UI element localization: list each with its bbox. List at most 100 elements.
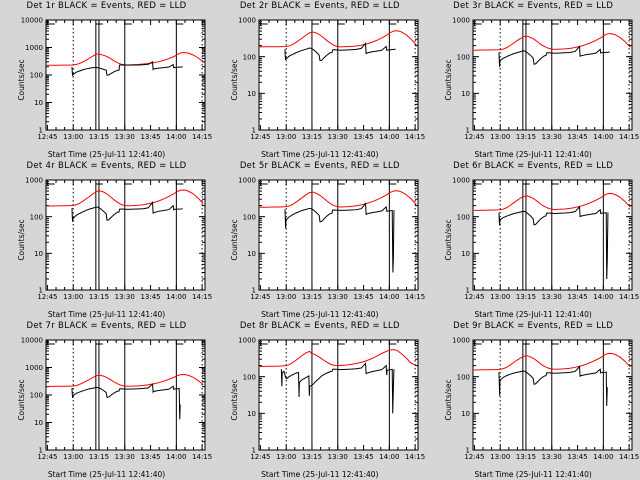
x-tick-label: 13:30 (328, 293, 348, 301)
plot-area: 1 10 100 1000 12:45 13:00 13:15 13:30 13:45 14:00… (452, 177, 639, 301)
y-tick-label: 1 (252, 447, 256, 455)
x-tick-label: 13:30 (115, 293, 135, 301)
series-line (71, 61, 183, 77)
x-tick-label: 13:45 (354, 453, 374, 461)
y-tick-label: 1 (465, 447, 469, 455)
x-tick-label: 13:30 (541, 133, 561, 141)
y-tick-label: 100 (243, 213, 256, 221)
x-tick-label: 13:00 (276, 133, 296, 141)
plot-area: 1 10 100 1000 12:45 13:00 13:15 13:30 13:45 14:00… (25, 177, 212, 301)
series-line (473, 192, 631, 211)
y-tick-label: 100 (30, 213, 43, 221)
y-tick-label: 10 (247, 90, 256, 98)
y-tick-label: 1000 (452, 177, 470, 185)
x-tick-label: 13:45 (567, 293, 587, 301)
x-tick-label: 14:00 (166, 133, 186, 141)
x-axis-label: Start Time (25-Jul-11 12:41:40) (261, 310, 379, 319)
y-tick-label: 1 (39, 447, 43, 455)
panel-title: Det 5r BLACK = Events, RED = LLD (239, 161, 400, 171)
x-tick-label: 14:00 (593, 453, 613, 461)
x-tick-label: 14:00 (380, 293, 400, 301)
x-tick-label: 13:45 (140, 293, 160, 301)
y-tick-label: 100 (456, 213, 469, 221)
x-axis-label: Start Time (25-Jul-11 12:41:40) (474, 470, 592, 479)
series-line (473, 352, 631, 371)
x-tick-label: 12:45 (464, 293, 484, 301)
chart-panel: Det 8r BLACK = Events, RED = LLD Counts/s… (213, 320, 426, 480)
x-axis-label: Start Time (25-Jul-11 12:41:40) (47, 470, 166, 479)
panel-title: Det 3r BLACK = Events, RED = LLD (453, 1, 614, 11)
y-tick-label: 10 (247, 410, 256, 418)
y-tick-label: 10000 (21, 17, 43, 25)
panel-title: Det 7r BLACK = Events, RED = LLD (26, 321, 187, 331)
x-tick-label: 13:00 (63, 293, 83, 301)
y-tick-label: 100 (30, 392, 43, 400)
x-tick-label: 12:45 (251, 133, 271, 141)
chart-panel: Det 9r BLACK = Events, RED = LLD Counts/s… (427, 320, 640, 480)
y-tick-label: 100 (30, 72, 43, 80)
y-tick-label: 10 (461, 410, 470, 418)
x-tick-label: 14:15 (192, 453, 212, 461)
y-tick-label: 10 (34, 99, 43, 107)
x-tick-label: 13:45 (354, 133, 374, 141)
x-tick-label: 13:45 (140, 453, 160, 461)
y-tick-label: 1 (465, 287, 469, 295)
y-tick-label: 100 (456, 53, 469, 61)
x-tick-label: 14:15 (405, 293, 425, 301)
series-line (498, 45, 610, 68)
series-line (281, 362, 395, 414)
series-line (473, 33, 631, 51)
y-tick-label: 1000 (25, 364, 43, 372)
series-line (260, 190, 417, 208)
x-tick-label: 14:15 (619, 293, 639, 301)
series-line (71, 383, 181, 420)
y-tick-label: 10 (461, 90, 470, 98)
series-line (498, 365, 608, 406)
y-tick-label: 10 (461, 250, 470, 258)
x-tick-label: 13:15 (302, 133, 322, 141)
x-tick-label: 14:15 (619, 133, 639, 141)
x-tick-label: 14:00 (166, 453, 186, 461)
x-tick-label: 14:15 (405, 453, 425, 461)
x-tick-label: 14:15 (619, 453, 639, 461)
panel-title: Det 4r BLACK = Events, RED = LLD (26, 161, 187, 171)
x-tick-label: 12:45 (37, 453, 57, 461)
y-tick-label: 100 (243, 373, 256, 381)
chart-panel: Det 2r BLACK = Events, RED = LLD Counts/s… (213, 0, 426, 160)
x-tick-label: 13:00 (490, 133, 510, 141)
x-tick-label: 13:45 (567, 453, 587, 461)
chart-panel: Det 7r BLACK = Events, RED = LLD Counts/s… (0, 320, 213, 480)
series-line (284, 42, 397, 62)
x-tick-label: 13:30 (328, 133, 348, 141)
series-line (46, 189, 204, 207)
x-axis-label: Start Time (25-Jul-11 12:41:40) (474, 310, 592, 319)
panel-title: Det 6r BLACK = Events, RED = LLD (453, 161, 614, 171)
chart-panel: Det 5r BLACK = Events, RED = LLD Counts/s… (213, 160, 426, 320)
x-axis-label: Start Time (25-Jul-11 12:41:40) (261, 150, 379, 159)
x-tick-label: 14:00 (380, 133, 400, 141)
series-line (260, 349, 417, 367)
x-tick-label: 13:15 (89, 293, 109, 301)
x-tick-label: 13:30 (541, 453, 561, 461)
panel-title: Det 9r BLACK = Events, RED = LLD (453, 321, 614, 331)
x-tick-label: 13:00 (276, 293, 296, 301)
x-tick-label: 13:15 (89, 453, 109, 461)
plot-area: 1 10 100 1000 10000 12:45 13:00 13:15 13:30 13:45… (21, 17, 213, 141)
chart-panel: Det 6r BLACK = Events, RED = LLD Counts/s… (427, 160, 640, 320)
y-tick-label: 100 (243, 53, 256, 61)
y-tick-label: 1 (465, 127, 469, 135)
y-tick-label: 10 (247, 250, 256, 258)
x-tick-label: 13:00 (63, 453, 83, 461)
series-line (260, 30, 417, 48)
x-tick-label: 14:00 (380, 453, 400, 461)
plot-area: 1 10 100 1000 12:45 13:00 13:15 13:30 13:45 14:00… (239, 17, 426, 141)
chart-panel: Det 3r BLACK = Events, RED = LLD Counts/s… (427, 0, 640, 160)
x-tick-label: 13:00 (276, 453, 296, 461)
series-line (498, 205, 609, 279)
chart-panel: Det 1r BLACK = Events, RED = LLD Counts/s… (0, 0, 213, 160)
x-tick-label: 13:15 (302, 293, 322, 301)
y-tick-label: 10000 (21, 337, 43, 345)
x-tick-label: 14:00 (593, 293, 613, 301)
plot-area: 1 10 100 1000 12:45 13:00 13:15 13:30 13:45 14:00… (239, 337, 426, 461)
y-tick-label: 1000 (452, 337, 470, 345)
